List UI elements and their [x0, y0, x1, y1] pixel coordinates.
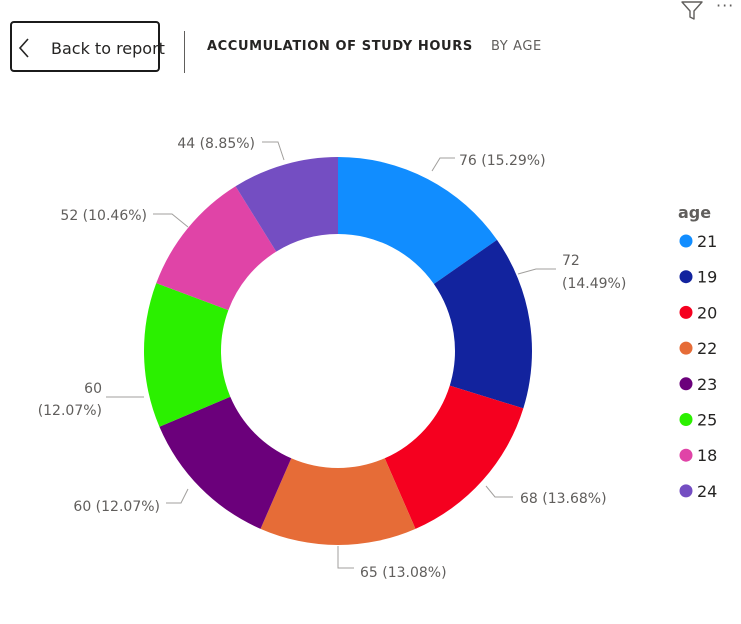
leader-line	[485, 485, 513, 498]
chart-title: ACCUMULATION OF STUDY HOURS	[207, 39, 473, 54]
data-label-age-25: 60	[84, 381, 102, 397]
filter-icon[interactable]	[680, 0, 704, 22]
leader-line	[517, 268, 556, 275]
data-label-age-19: 72	[562, 253, 580, 269]
more-options-icon[interactable]: ···	[716, 0, 735, 15]
legend-marker-20[interactable]	[679, 305, 693, 319]
data-label-age-23: 60 (12.07%)	[73, 499, 160, 515]
slice-age-20[interactable]	[384, 385, 524, 529]
legend-marker-23[interactable]	[679, 377, 693, 391]
data-label-age-20: 68 (13.68%)	[520, 491, 607, 507]
legend-label-25[interactable]: 25	[697, 411, 717, 430]
legend-marker-24[interactable]	[679, 484, 693, 498]
data-label-age-18: 52 (10.46%)	[60, 208, 147, 224]
slice-age-22[interactable]	[260, 458, 416, 545]
data-label-age-22: 65 (13.08%)	[360, 565, 447, 581]
back-button-label: Back to report	[51, 39, 165, 58]
leader-line	[337, 546, 354, 569]
chevron-left-icon	[18, 38, 29, 58]
leader-line	[166, 488, 189, 504]
data-label-age-24: 44 (8.85%)	[177, 136, 255, 152]
legend-label-19[interactable]: 19	[697, 268, 717, 287]
legend-label-23[interactable]: 23	[697, 375, 717, 394]
legend-marker-25[interactable]	[679, 413, 693, 426]
slice-age-21[interactable]	[338, 157, 498, 284]
legend-label-20[interactable]: 20	[697, 303, 717, 322]
back-to-report-button[interactable]: Back to report	[10, 21, 165, 72]
slice-age-18[interactable]	[156, 186, 277, 311]
legend-label-21[interactable]: 21	[697, 232, 717, 251]
leader-line	[262, 141, 285, 161]
chart-subtitle: BY AGE	[491, 39, 542, 54]
legend-label-24[interactable]: 24	[697, 482, 717, 501]
data-label-age-25: (12.07%)	[38, 403, 102, 419]
slice-age-19[interactable]	[433, 239, 532, 409]
legend-marker-18[interactable]	[679, 448, 693, 462]
legend-label-22[interactable]: 22	[697, 339, 717, 358]
legend-marker-22[interactable]	[679, 341, 693, 355]
legend-label-18[interactable]: 18	[697, 446, 717, 465]
legend-marker-19[interactable]	[679, 270, 693, 284]
legend-title: age	[678, 203, 711, 222]
slice-age-23[interactable]	[159, 396, 292, 529]
data-label-age-21: 76 (15.29%)	[459, 153, 546, 169]
leader-line	[431, 157, 455, 172]
header-divider	[184, 31, 185, 73]
legend-marker-21[interactable]	[679, 234, 693, 248]
slice-age-25[interactable]	[144, 283, 231, 427]
slice-age-24[interactable]	[235, 157, 338, 252]
data-label-age-19: (14.49%)	[562, 276, 626, 292]
leader-line	[153, 213, 189, 228]
